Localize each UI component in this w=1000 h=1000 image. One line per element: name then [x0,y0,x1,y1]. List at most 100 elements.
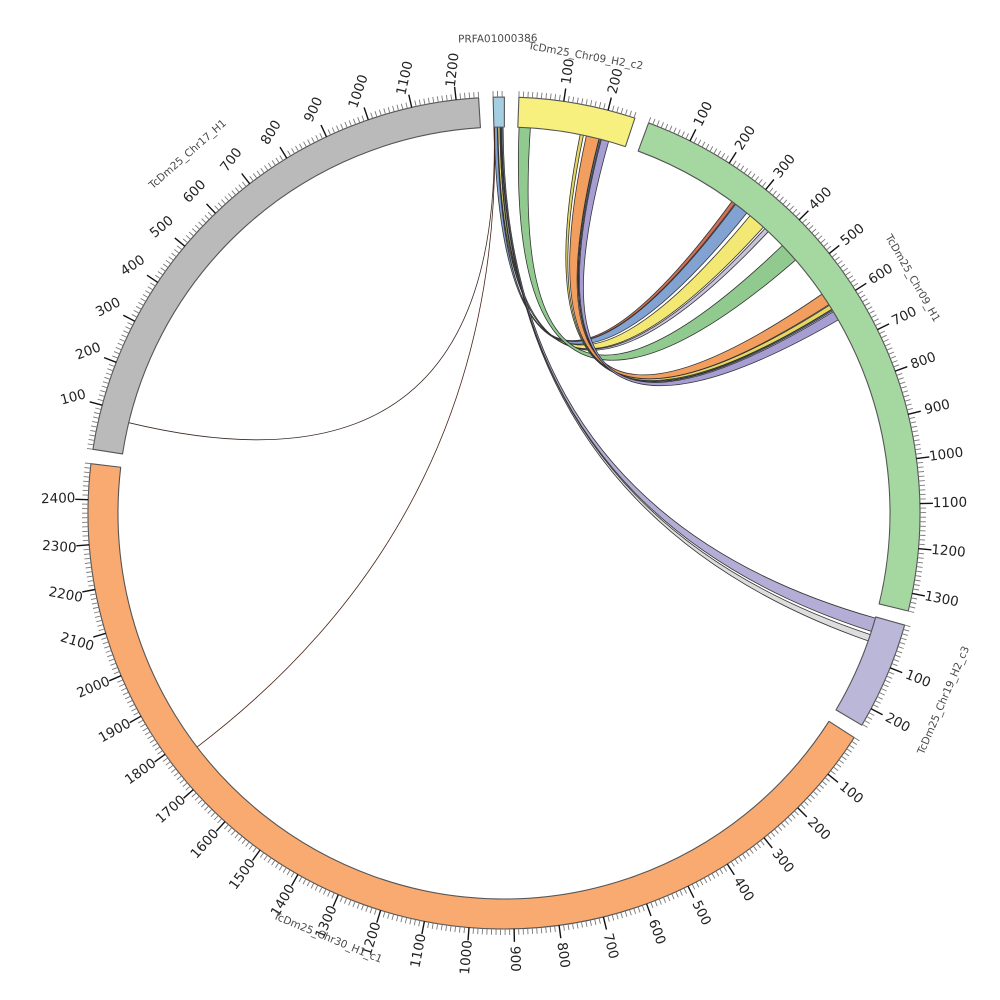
minor-tick [104,376,111,380]
minor-tick [100,389,107,393]
minor-tick [717,150,722,157]
minor-tick [624,109,628,116]
tick-label: 1000 [928,445,964,465]
minor-tick [348,120,352,127]
minor-tick [352,901,356,908]
minor-tick [545,93,547,100]
minor-tick [343,897,348,904]
minor-tick [117,342,124,347]
major-tick [122,314,136,322]
minor-tick [911,597,918,600]
minor-tick [918,480,925,482]
major-tick [689,128,697,142]
minor-tick [291,148,295,154]
segment-band-TcDm25_Chr17_H1 [92,97,481,455]
minor-tick [454,926,457,933]
minor-tick [637,906,641,913]
minor-tick [917,471,925,473]
minor-tick [357,117,361,123]
minor-tick [177,245,183,251]
minor-tick [450,94,453,101]
minor-tick [585,99,588,106]
minor-tick [111,666,118,671]
minor-tick [126,699,133,704]
minor-tick [314,884,319,891]
major-tick [687,885,695,899]
minor-tick [263,854,268,861]
minor-tick [414,100,417,107]
minor-tick [831,253,837,258]
tick-label: 900 [923,396,952,418]
minor-tick [144,731,151,736]
tick-label: 800 [258,117,285,147]
minor-tick [906,407,913,411]
minor-tick [749,848,754,854]
minor-tick [198,221,204,227]
minor-tick [910,601,917,604]
minor-tick [911,430,918,433]
minor-tick [131,314,138,318]
link-line [196,127,496,748]
minor-tick [88,584,95,587]
minor-tick [165,761,171,766]
minor-tick [745,851,750,857]
minor-tick [888,351,895,355]
minor-tick [441,95,444,102]
tick-label: 100 [903,667,933,691]
minor-tick [814,231,820,237]
minor-tick [918,552,925,555]
segments-layer [87,96,921,930]
minor-tick [221,199,226,205]
minor-tick [894,654,901,658]
minor-tick [740,165,745,171]
minor-tick [104,645,111,649]
minor-tick [866,716,873,720]
major-tick [889,667,903,674]
minor-tick [803,800,809,806]
major-tick [279,146,288,159]
minor-tick [912,588,919,591]
minor-tick [352,118,357,125]
tick-label: 400 [730,874,757,904]
minor-tick [679,889,683,896]
minor-tick [101,385,108,389]
minor-tick [730,861,735,867]
minor-tick [743,168,748,174]
tick-label: 100 [690,99,716,129]
minor-tick [125,326,132,330]
minor-tick [213,815,219,821]
segment-name-PRFA01000386: PRFA01000386 [458,32,538,45]
minor-tick [290,871,295,878]
minor-tick [123,330,129,334]
minor-tick [194,224,201,230]
major-tick [154,753,166,763]
minor-tick [549,93,552,100]
minor-tick [147,735,153,740]
minor-tick [110,662,117,666]
minor-tick [671,893,675,900]
major-tick [421,921,426,935]
minor-tick [594,101,597,108]
minor-tick [378,109,382,116]
minor-tick [917,557,924,559]
minor-tick [142,294,149,298]
minor-tick [620,912,623,919]
minor-tick [572,96,575,103]
minor-tick [695,881,700,888]
minor-tick [256,170,261,176]
minor-tick [624,910,628,917]
minor-tick [168,256,174,261]
minor-tick [616,913,619,920]
minor-tick [310,882,315,889]
minor-tick [458,926,461,933]
minor-tick [217,818,223,824]
tick-label: 300 [768,846,797,876]
major-tick [205,203,217,214]
minor-tick [155,274,161,279]
minor-tick [200,802,206,808]
minor-tick [188,231,194,237]
minor-tick [140,298,147,302]
minor-tick [910,421,917,424]
minor-tick [245,841,250,847]
